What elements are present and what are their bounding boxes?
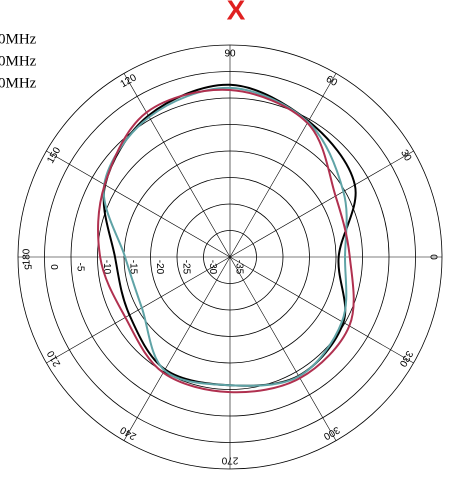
theta-tick-label: 30 bbox=[398, 148, 413, 164]
legend-entry: 0MHz bbox=[0, 53, 37, 69]
theta-tick-label: 90 bbox=[224, 49, 236, 60]
theta-tick-label: 180 bbox=[22, 248, 33, 265]
r-tick-label: 0 bbox=[48, 264, 59, 270]
spoke bbox=[123, 256, 231, 441]
spoke bbox=[229, 256, 337, 441]
legend-entry: 0MHz bbox=[0, 31, 37, 47]
spoke bbox=[46, 150, 231, 258]
theta-tick-label: 60 bbox=[324, 74, 340, 89]
spoke bbox=[229, 150, 414, 258]
pattern-curve bbox=[102, 86, 348, 387]
r-tick-label: 5 bbox=[21, 264, 32, 270]
r-tick-label: -20 bbox=[154, 260, 165, 275]
spoke bbox=[229, 73, 337, 258]
pattern-curve bbox=[102, 83, 357, 387]
r-tick-label: -15 bbox=[127, 260, 138, 275]
r-tick-label: -25 bbox=[180, 260, 191, 275]
r-tick-label: -5 bbox=[74, 263, 85, 272]
spoke bbox=[229, 256, 414, 364]
close-mark[interactable]: X bbox=[227, 0, 246, 25]
r-tick-label: -35 bbox=[233, 260, 244, 275]
spoke bbox=[123, 73, 231, 258]
theta-tick-label: 270 bbox=[221, 454, 238, 465]
r-tick-label: -10 bbox=[101, 260, 112, 275]
legend-entry: 0MHz bbox=[0, 75, 37, 91]
pattern-curve bbox=[97, 88, 355, 394]
theta-tick-label: 0 bbox=[427, 254, 438, 260]
spoke bbox=[46, 256, 231, 364]
